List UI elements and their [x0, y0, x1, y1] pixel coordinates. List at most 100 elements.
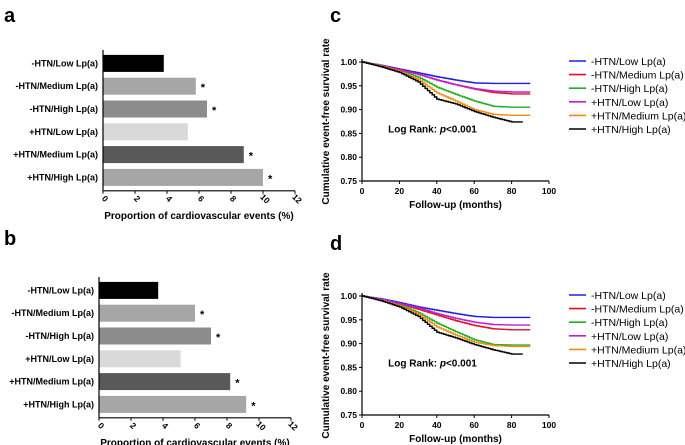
legend-label: -HTN/Low Lp(a)	[591, 56, 666, 68]
y-tick-label: 1.00	[340, 291, 357, 301]
log-rank-annotation: Log Rank: p<0.001	[388, 124, 477, 135]
legend-label: -HTN/High Lp(a)	[591, 83, 668, 95]
category-label: +HTN/Medium Lp(a)	[9, 377, 94, 387]
x-tick-label: 2	[132, 193, 143, 204]
x-tick-label: 4	[164, 193, 175, 204]
significance-marker: *	[235, 378, 240, 390]
x-tick-label: 6	[196, 193, 207, 204]
x-tick-label: 80	[507, 420, 517, 430]
legend-label: +HTN/High Lp(a)	[591, 358, 671, 370]
x-tick-label: 100	[542, 420, 556, 430]
x-tick-label: 6	[192, 420, 203, 431]
bar-chart-a: -HTN/Low Lp(a) -HTN/Medium Lp(a) * -HTN/Hig…	[13, 50, 304, 222]
log-rank-prefix: Log Rank:	[388, 358, 440, 369]
category-label: -HTN/High Lp(a)	[26, 331, 94, 341]
bar-4	[99, 350, 181, 368]
significance-marker: *	[216, 332, 221, 344]
bar-5	[99, 373, 231, 391]
x-tick-label: 10	[254, 419, 268, 433]
category-label: +HTN/Low Lp(a)	[29, 127, 98, 137]
y-tick-label: 0.85	[340, 362, 357, 372]
log-rank-p: p	[439, 124, 446, 135]
x-tick-label: 12	[286, 419, 300, 433]
y-axis-title: Cumulative event-free survival rate	[321, 272, 332, 439]
legend-label: -HTN/Medium Lp(a)	[591, 304, 684, 316]
y-tick-label: 0.85	[340, 128, 357, 138]
x-tick-label: 12	[290, 192, 304, 206]
x-tick-label: 60	[469, 186, 479, 196]
bar-3	[103, 100, 207, 118]
panel-label-d: d	[330, 233, 342, 255]
significance-marker: *	[268, 173, 273, 185]
legend-label: +HTN/Low Lp(a)	[591, 97, 668, 109]
survival-line-1	[362, 61, 531, 85]
bar-6	[103, 168, 263, 186]
bar-6	[99, 395, 247, 413]
legend-label: -HTN/Medium Lp(a)	[591, 70, 684, 82]
legend-label: +HTN/High Lp(a)	[591, 124, 671, 136]
log-rank-p: p	[439, 358, 446, 369]
log-rank-value: <0.001	[446, 358, 477, 369]
bar-chart-b: -HTN/Low Lp(a) -HTN/Medium Lp(a) * -HTN/Hig…	[9, 277, 300, 445]
x-tick-label: 40	[432, 420, 442, 430]
survival-chart-c: 0.75 0.80 0.85 0.90 0.95 1.00 0 20 40 60 80 100 Foll…	[321, 38, 685, 211]
legend-label: -HTN/High Lp(a)	[591, 317, 668, 329]
y-axis-title: Cumulative event-free survival rate	[321, 38, 332, 205]
category-label: -HTN/Low Lp(a)	[28, 285, 95, 295]
panel-label-a: a	[4, 5, 16, 27]
survival-line-4	[362, 295, 531, 326]
category-label: +HTN/Medium Lp(a)	[13, 150, 98, 160]
x-axis-title: Follow-up (months)	[409, 200, 502, 211]
category-label: +HTN/High Lp(a)	[23, 399, 94, 409]
log-rank-value: <0.001	[446, 124, 477, 135]
x-tick-label: 20	[395, 420, 405, 430]
survival-line-4	[362, 61, 531, 93]
y-tick-label: 0.75	[340, 176, 357, 186]
x-tick-label: 0	[360, 420, 365, 430]
legend-label: +HTN/Medium Lp(a)	[591, 110, 685, 122]
x-tick-label: 0	[96, 420, 107, 431]
x-tick-label: 2	[128, 420, 139, 431]
y-tick-label: 0.95	[340, 315, 357, 325]
y-tick-label: 0.80	[340, 386, 357, 396]
y-tick-label: 0.90	[340, 339, 357, 349]
significance-marker: *	[251, 400, 256, 412]
log-rank-annotation: Log Rank: p<0.001	[388, 358, 477, 369]
y-tick-label: 0.80	[340, 152, 357, 162]
significance-marker: *	[212, 105, 217, 117]
x-tick-label: 20	[395, 186, 405, 196]
x-tick-label: 8	[228, 193, 239, 204]
y-tick-label: 0.95	[340, 81, 357, 91]
category-label: -HTN/Medium Lp(a)	[12, 308, 95, 318]
significance-marker: *	[249, 151, 254, 163]
x-tick-label: 100	[542, 186, 556, 196]
bar-2	[103, 77, 196, 95]
x-axis-title: Proportion of cardiovascular events (%)	[104, 211, 294, 222]
x-tick-label: 8	[224, 420, 235, 431]
bar-1	[103, 54, 164, 72]
x-axis-title: Follow-up (months)	[409, 434, 502, 445]
x-tick-label: 40	[432, 186, 442, 196]
bar-2	[99, 304, 195, 322]
y-tick-label: 0.90	[340, 105, 357, 115]
survival-chart-d: 0.75 0.80 0.85 0.90 0.95 1.00 0 20 40 60 80 100 Foll…	[321, 272, 685, 445]
category-label: +HTN/Low Lp(a)	[25, 354, 94, 364]
bar-1	[99, 281, 159, 299]
survival-line-6	[362, 295, 523, 355]
x-tick-label: 0	[100, 193, 111, 204]
legend-label: +HTN/Medium Lp(a)	[591, 344, 685, 356]
significance-marker: *	[201, 82, 206, 94]
log-rank-prefix: Log Rank:	[388, 124, 440, 135]
category-label: -HTN/Low Lp(a)	[32, 58, 99, 68]
x-tick-label: 0	[360, 186, 365, 196]
category-label: -HTN/Medium Lp(a)	[16, 81, 99, 91]
x-axis-title: Proportion of cardiovascular events (%)	[100, 438, 290, 445]
y-tick-label: 1.00	[340, 57, 357, 67]
panel-label-c: c	[330, 5, 341, 27]
survival-line-1	[362, 295, 531, 319]
bar-5	[103, 146, 244, 164]
y-tick-label: 0.75	[340, 410, 357, 420]
x-tick-label: 60	[469, 420, 479, 430]
legend-label: -HTN/Low Lp(a)	[591, 290, 666, 302]
